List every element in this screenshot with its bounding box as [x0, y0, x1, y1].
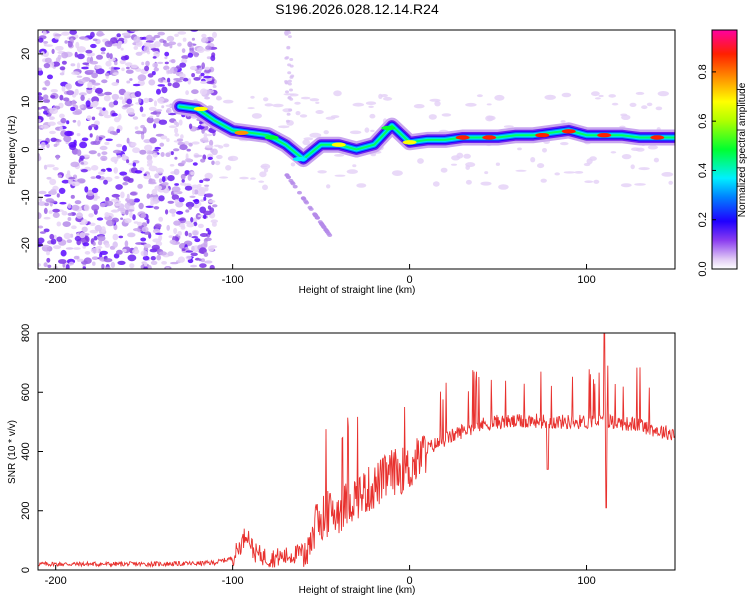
spectral-peak	[381, 125, 396, 131]
spectral-peak	[264, 135, 279, 140]
spectral-peak	[482, 135, 497, 140]
x-tick-label: -100	[222, 575, 244, 587]
spectral-peak	[402, 140, 417, 145]
snr-ticks: -200 -100 0 100 0 200 400 600 800	[20, 324, 596, 587]
snr-ylabel: SNR (10 * v/v)	[7, 420, 18, 484]
x-tick-label: -200	[45, 274, 67, 286]
colorbar: 0.0 0.2 0.4 0.6 0.8 Normalized spectral ampl…	[697, 29, 748, 277]
spectral-peak	[292, 156, 307, 162]
spectrogram-content	[38, 30, 675, 269]
spectral-peak	[561, 129, 576, 134]
colorbar-tick-label: 0.8	[697, 64, 709, 79]
y-tick-label: 200	[20, 502, 32, 520]
y-tick-label: -20	[20, 237, 32, 253]
spectrogram-ylabel: Frequency (Hz)	[7, 116, 18, 185]
colorbar-tick-label: 0.2	[697, 212, 709, 227]
snr-plot: -200 -100 0 100 0 200 400 600 800 Height of stra…	[7, 324, 676, 596]
colorbar-gradient	[711, 29, 738, 270]
snr-xlabel: Height of straight line (km)	[299, 585, 416, 596]
snr-content	[38, 333, 675, 569]
y-tick-label: 20	[20, 48, 32, 60]
spectral-ridge-band	[178, 105, 675, 161]
colorbar-tick-label: 0.4	[697, 163, 709, 178]
x-tick-label: -100	[222, 274, 244, 286]
snr-frame	[37, 332, 676, 571]
x-tick-label: 0	[407, 575, 413, 587]
y-tick-label: -10	[20, 189, 32, 205]
y-tick-label: 600	[20, 383, 32, 401]
figure-title: S196.2026.028.12.14.R24	[275, 1, 439, 17]
x-tick-label: 100	[577, 575, 595, 587]
colorbar-tick-label: 0.6	[697, 114, 709, 129]
spectrogram-xlabel: Height of straight line (km)	[299, 285, 416, 296]
y-tick-label: 0	[20, 567, 32, 573]
spectral-peak	[455, 135, 470, 140]
spectral-peak	[535, 133, 550, 138]
spectral-peak	[597, 133, 612, 138]
snr-series-line	[38, 333, 675, 569]
y-tick-label: 400	[20, 442, 32, 460]
y-tick-label: 10	[20, 96, 32, 108]
y-tick-label: 0	[20, 146, 32, 152]
spectral-peak	[331, 142, 346, 147]
spectral-peak	[234, 130, 249, 135]
spectral-peak	[650, 135, 665, 140]
x-tick-label: 100	[577, 274, 595, 286]
colorbar-label: Normalized spectral amplitude	[737, 82, 748, 217]
spectral-peak	[193, 106, 208, 112]
colorbar-tick-label: 0.0	[697, 261, 709, 276]
x-tick-label: 0	[407, 274, 413, 286]
colorbar-ticks: 0.0 0.2 0.4 0.6 0.8	[697, 64, 716, 277]
x-tick-label: -200	[45, 575, 67, 587]
y-tick-label: 800	[20, 324, 32, 342]
